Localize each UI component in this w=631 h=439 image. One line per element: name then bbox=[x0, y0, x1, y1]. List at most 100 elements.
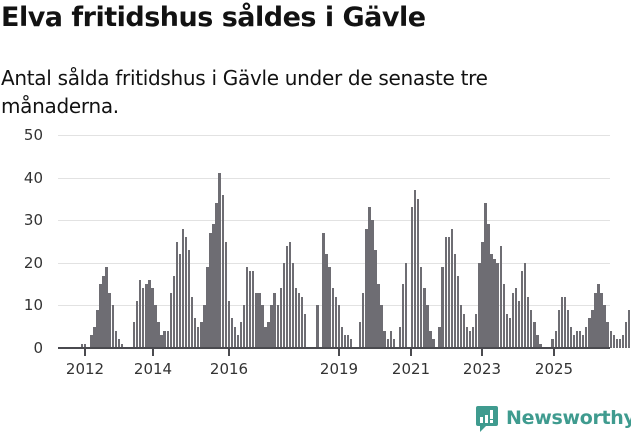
bar bbox=[160, 335, 163, 348]
bar bbox=[417, 198, 420, 348]
x-tick-label: 2023 bbox=[462, 360, 502, 378]
brand-name: Newsworthy bbox=[506, 407, 631, 429]
bar bbox=[487, 224, 490, 348]
bar bbox=[81, 343, 84, 348]
x-tick bbox=[338, 349, 340, 356]
bar bbox=[190, 296, 194, 348]
y-tick-label: 40 bbox=[23, 169, 43, 187]
bar bbox=[270, 305, 273, 348]
bar bbox=[285, 245, 289, 348]
bar bbox=[362, 292, 365, 348]
bar bbox=[304, 313, 307, 348]
bar bbox=[84, 343, 87, 348]
bar bbox=[297, 292, 301, 348]
bar bbox=[459, 305, 463, 348]
bar bbox=[258, 292, 261, 348]
bar bbox=[426, 305, 429, 348]
bar bbox=[383, 330, 386, 348]
bar bbox=[368, 207, 371, 348]
bar bbox=[249, 271, 252, 348]
bar bbox=[135, 301, 139, 348]
bar bbox=[166, 330, 169, 348]
bar bbox=[245, 267, 249, 348]
bar bbox=[520, 271, 524, 348]
bar bbox=[578, 330, 582, 348]
x-tick bbox=[84, 349, 86, 356]
bar bbox=[450, 228, 454, 348]
bar bbox=[151, 288, 154, 348]
bar bbox=[233, 326, 237, 348]
bar bbox=[255, 292, 258, 348]
bar bbox=[334, 296, 337, 348]
bar bbox=[453, 254, 457, 348]
bar bbox=[597, 284, 600, 348]
bar bbox=[465, 326, 469, 348]
bar bbox=[413, 190, 417, 348]
bar bbox=[111, 305, 114, 348]
bar bbox=[517, 301, 521, 348]
bar bbox=[322, 232, 325, 348]
bar bbox=[139, 279, 142, 348]
bar bbox=[618, 339, 622, 348]
bar bbox=[401, 284, 405, 348]
bar bbox=[184, 237, 188, 348]
bar bbox=[468, 330, 472, 348]
bar bbox=[575, 330, 579, 348]
bar bbox=[527, 296, 530, 348]
bar bbox=[612, 335, 615, 348]
bar bbox=[108, 292, 111, 348]
bar bbox=[239, 322, 243, 348]
x-tick-label: 2019 bbox=[319, 360, 359, 378]
bar bbox=[359, 322, 362, 348]
bar bbox=[441, 267, 444, 348]
y-tick-label: 20 bbox=[23, 254, 43, 272]
y-tick-label: 10 bbox=[23, 296, 43, 314]
bar bbox=[105, 267, 108, 348]
bar bbox=[273, 292, 276, 348]
gridline bbox=[58, 220, 610, 221]
bar bbox=[230, 318, 234, 348]
bar bbox=[374, 250, 377, 348]
bar bbox=[554, 330, 557, 348]
bar bbox=[157, 322, 160, 348]
bar-chart: 50 40 30 20 10 0 2012 2014 2016 2019 202… bbox=[0, 120, 631, 390]
bar bbox=[328, 267, 331, 348]
newsworthy-logo[interactable]: Newsworthy bbox=[476, 406, 631, 432]
bar bbox=[316, 305, 319, 348]
bar bbox=[569, 326, 573, 348]
bar bbox=[557, 309, 560, 348]
bar bbox=[187, 250, 191, 348]
bar bbox=[224, 241, 227, 348]
bar bbox=[142, 288, 145, 348]
bar bbox=[282, 262, 286, 348]
bar bbox=[117, 339, 121, 348]
bar bbox=[288, 241, 292, 348]
bar bbox=[377, 284, 380, 348]
bar bbox=[120, 343, 124, 348]
bar bbox=[456, 275, 460, 348]
bar bbox=[203, 305, 206, 348]
bar bbox=[267, 322, 270, 348]
bar bbox=[508, 318, 512, 348]
bar bbox=[444, 237, 447, 348]
bar bbox=[392, 339, 395, 348]
gridline bbox=[58, 135, 610, 136]
gridline bbox=[58, 178, 610, 179]
bar bbox=[145, 284, 148, 348]
y-tick-label: 50 bbox=[23, 126, 43, 144]
bar bbox=[178, 254, 182, 348]
bar bbox=[551, 339, 554, 348]
bar bbox=[102, 275, 105, 348]
x-axis-line bbox=[58, 347, 610, 349]
bar bbox=[603, 305, 606, 348]
bar bbox=[609, 330, 612, 348]
bar bbox=[371, 220, 374, 348]
bar bbox=[93, 326, 96, 348]
bar bbox=[563, 296, 567, 348]
bar bbox=[96, 309, 99, 348]
bar bbox=[496, 262, 499, 348]
bar bbox=[276, 305, 279, 348]
bar bbox=[132, 322, 136, 348]
bar bbox=[523, 262, 527, 348]
bar bbox=[588, 318, 591, 348]
